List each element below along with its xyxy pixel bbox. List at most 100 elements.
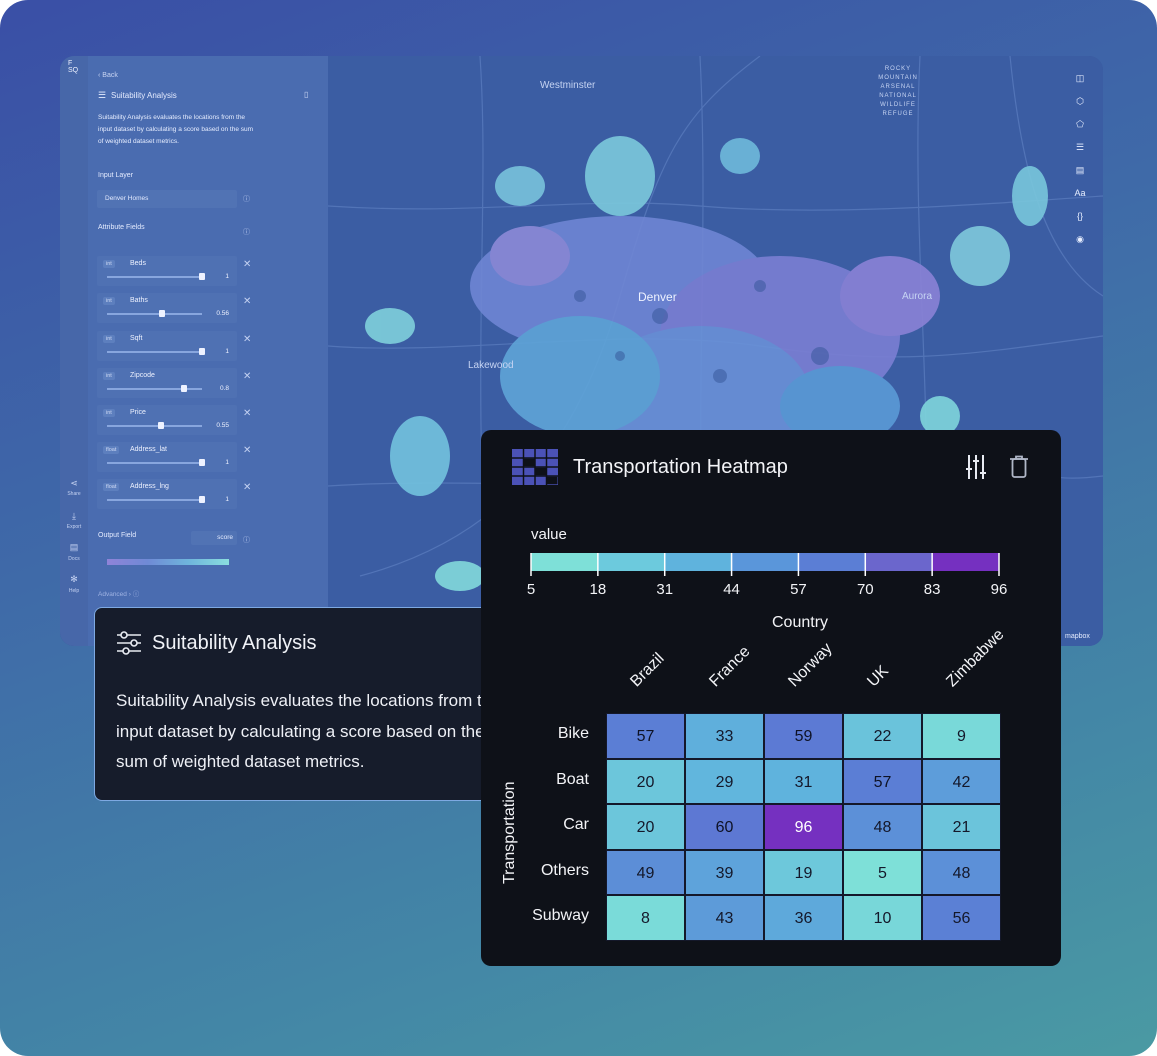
export-icon[interactable]: ⤓ xyxy=(72,511,76,521)
draw-polygon-icon[interactable]: ⬠ xyxy=(1076,119,1084,129)
layers-list-icon[interactable]: ☰ xyxy=(1075,142,1085,152)
text-label-icon[interactable]: Aa xyxy=(1074,188,1086,198)
attribute-name: Address_lat xyxy=(130,446,167,453)
remove-attribute-icon[interactable]: ✕ xyxy=(243,334,252,345)
mapbox-attribution[interactable]: mapbox xyxy=(1065,633,1090,640)
advanced-label: Advanced xyxy=(98,591,127,598)
slider-handle[interactable] xyxy=(199,496,205,503)
remove-attribute-icon[interactable]: ✕ xyxy=(243,445,252,456)
weight-slider[interactable] xyxy=(107,273,205,280)
heatmap-cell[interactable]: 48 xyxy=(843,804,922,850)
heatmap-cell[interactable]: 49 xyxy=(606,849,685,895)
heatmap-card: Transportation Heatmap value 5 18 31 44 57 70… xyxy=(481,430,1061,966)
heatmap-cell[interactable]: 48 xyxy=(922,849,1001,895)
attribute-name: Beds xyxy=(130,260,146,267)
heatmap-cell[interactable]: 20 xyxy=(606,804,685,850)
heatmap-cell[interactable]: 20 xyxy=(606,758,685,804)
heatmap-cell[interactable]: 9 xyxy=(922,713,1001,759)
remove-attribute-icon[interactable]: ✕ xyxy=(243,259,252,270)
heatmap-cell[interactable]: 29 xyxy=(685,758,764,804)
x-axis-title: Country xyxy=(772,614,829,631)
heatmap-cell[interactable]: 10 xyxy=(843,895,922,941)
heatmap-cell[interactable]: 21 xyxy=(922,804,1001,850)
heatmap-cell[interactable]: 39 xyxy=(685,849,764,895)
share-icon[interactable]: ⋖ xyxy=(70,478,78,488)
slider-handle[interactable] xyxy=(199,348,205,355)
slider-handle[interactable] xyxy=(180,385,187,392)
heatmap-cell[interactable]: 42 xyxy=(922,758,1001,804)
rail-export-label: Export xyxy=(66,524,82,530)
column-label-norway: Norway xyxy=(785,639,836,691)
slider-handle[interactable] xyxy=(199,459,205,466)
suitability-description: Suitability Analysis evaluates the locat… xyxy=(116,691,501,771)
legend-icon[interactable]: ▤ xyxy=(1075,165,1085,175)
heatmap-cell[interactable]: 57 xyxy=(843,758,922,804)
book-icon[interactable]: ▯ xyxy=(304,90,309,99)
weight-slider[interactable] xyxy=(107,348,205,355)
advanced-toggle[interactable]: Advanced › ⓘ xyxy=(98,591,140,598)
suitability-card: Suitability Analysis Suitability Analysi… xyxy=(94,607,540,801)
heatmap-cell[interactable]: 56 xyxy=(922,895,1001,941)
type-badge: int xyxy=(103,409,115,417)
remove-attribute-icon[interactable]: ✕ xyxy=(243,482,252,493)
type-badge: float xyxy=(103,446,120,454)
attribute-name: Zipcode xyxy=(130,372,155,379)
suitability-sidebar: ‹ Back ☰ Suitability Analysis ▯ Suitabil… xyxy=(88,56,328,646)
heatmap-icon xyxy=(512,449,558,485)
weight-value: 1 xyxy=(225,459,229,466)
back-button[interactable]: ‹ Back xyxy=(98,72,118,79)
slider-handle[interactable] xyxy=(157,422,164,429)
slider-handle[interactable] xyxy=(158,310,165,317)
weight-slider[interactable] xyxy=(107,422,202,429)
legend-tick-label: 83 xyxy=(924,581,941,598)
json-braces-icon[interactable]: {} xyxy=(1076,211,1083,221)
attribute-name: Sqft xyxy=(130,335,143,342)
remove-attribute-icon[interactable]: ✕ xyxy=(243,408,252,419)
output-color-ramp[interactable] xyxy=(107,559,229,565)
sidebar-panel-title: Suitability Analysis xyxy=(111,91,177,100)
weight-slider[interactable] xyxy=(107,385,202,392)
heatmap-cell[interactable]: 31 xyxy=(764,758,843,804)
logo[interactable]: F SQ xyxy=(68,60,79,74)
heatmap-cell[interactable]: 43 xyxy=(685,895,764,941)
heatmap-cell[interactable]: 60 xyxy=(685,804,764,850)
input-layer-select[interactable]: Denver Homes xyxy=(97,190,237,208)
heatmap-cell[interactable]: 96 xyxy=(764,804,843,850)
row-label-subway: Subway xyxy=(532,907,589,924)
docs-icon[interactable]: ▤ xyxy=(69,542,79,552)
attribute-row-baths: int Baths 0.56 xyxy=(97,293,237,323)
heatmap-cell[interactable]: 57 xyxy=(606,713,685,759)
info-icon[interactable]: ⓘ xyxy=(243,229,250,236)
map-label-aurora: Aurora xyxy=(902,291,932,302)
heatmap-cell[interactable]: 22 xyxy=(843,713,922,759)
heatmap-cell[interactable]: 36 xyxy=(764,895,843,941)
split-map-icon[interactable]: ◫ xyxy=(1075,73,1085,83)
eye-icon[interactable]: ◉ xyxy=(1076,234,1084,244)
slider-handle[interactable] xyxy=(199,273,205,280)
settings-sliders-icon[interactable] xyxy=(965,454,987,480)
weight-slider[interactable] xyxy=(107,459,205,466)
3d-cube-icon[interactable]: ⬡ xyxy=(1076,96,1084,106)
heatmap-cell[interactable]: 33 xyxy=(685,713,764,759)
column-label-uk: UK xyxy=(864,662,893,691)
remove-attribute-icon[interactable]: ✕ xyxy=(243,371,252,382)
heatmap-cell[interactable]: 19 xyxy=(764,849,843,895)
info-icon[interactable]: ⓘ xyxy=(243,537,250,544)
heatmap-cell[interactable]: 5 xyxy=(843,849,922,895)
info-icon[interactable]: ⓘ xyxy=(243,196,250,203)
attribute-fields-label: Attribute Fields xyxy=(98,224,145,231)
column-label-zimbabwe: Zimbabwe xyxy=(943,626,1008,691)
trash-icon[interactable] xyxy=(1009,455,1029,479)
sliders-icon: ☰ xyxy=(98,90,107,100)
attribute-row-sqft: int Sqft 1 xyxy=(97,331,237,361)
rail-help-label: Help xyxy=(68,588,80,594)
weight-slider[interactable] xyxy=(107,496,205,503)
legend-tick-label: 31 xyxy=(656,581,673,598)
weight-slider[interactable] xyxy=(107,310,202,317)
heatmap-cell[interactable]: 8 xyxy=(606,895,685,941)
output-field-input[interactable]: score xyxy=(191,531,237,545)
heatmap-cell[interactable]: 59 xyxy=(764,713,843,759)
remove-attribute-icon[interactable]: ✕ xyxy=(243,296,252,307)
map-label-lakewood: Lakewood xyxy=(468,360,514,371)
help-icon[interactable]: ✻ xyxy=(70,574,78,584)
